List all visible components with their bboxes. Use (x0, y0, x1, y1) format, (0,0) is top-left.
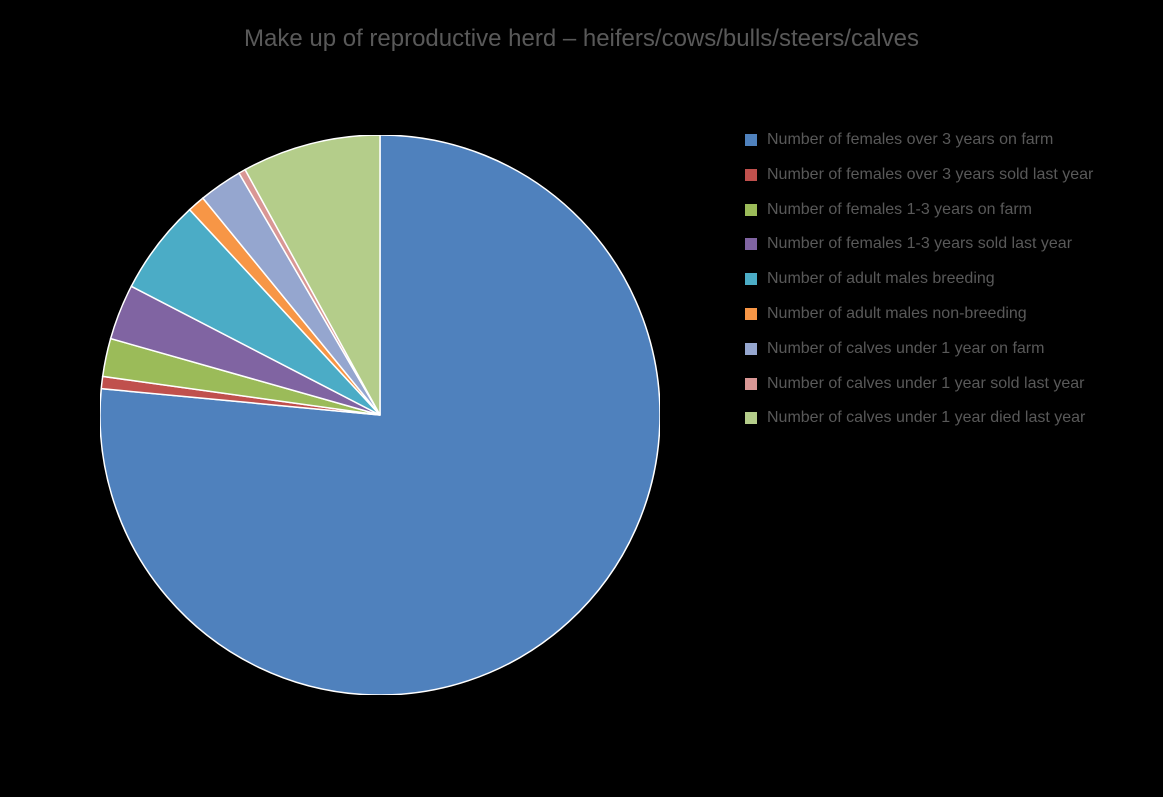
legend-swatch (745, 134, 757, 146)
legend-item: Number of females over 3 years on farm (745, 130, 1125, 151)
legend-item: Number of calves under 1 year sold last … (745, 374, 1125, 395)
legend-swatch (745, 204, 757, 216)
pie-chart (100, 135, 660, 695)
legend-item: Number of females 1-3 years sold last ye… (745, 234, 1125, 255)
legend-label: Number of females over 3 years on farm (767, 130, 1053, 151)
legend-swatch (745, 169, 757, 181)
legend-item: Number of adult males non-breeding (745, 304, 1125, 325)
legend-swatch (745, 378, 757, 390)
legend-swatch (745, 343, 757, 355)
legend-swatch (745, 273, 757, 285)
legend-item: Number of calves under 1 year died last … (745, 408, 1125, 429)
legend-label: Number of calves under 1 year sold last … (767, 374, 1084, 395)
legend-label: Number of adult males non-breeding (767, 304, 1027, 325)
legend-swatch (745, 412, 757, 424)
legend-swatch (745, 308, 757, 320)
chart-legend: Number of females over 3 years on farm Nu… (745, 130, 1125, 443)
pie-chart-container: Make up of reproductive herd – heifers/c… (0, 0, 1163, 797)
legend-label: Number of calves under 1 year on farm (767, 339, 1044, 360)
chart-title: Make up of reproductive herd – heifers/c… (0, 25, 1163, 53)
legend-label: Number of calves under 1 year died last … (767, 408, 1085, 429)
legend-item: Number of females over 3 years sold last… (745, 165, 1125, 186)
legend-item: Number of females 1-3 years on farm (745, 200, 1125, 221)
legend-label: Number of adult males breeding (767, 269, 995, 290)
legend-item: Number of adult males breeding (745, 269, 1125, 290)
legend-label: Number of females 1-3 years on farm (767, 200, 1032, 221)
legend-label: Number of females over 3 years sold last… (767, 165, 1093, 186)
legend-item: Number of calves under 1 year on farm (745, 339, 1125, 360)
legend-label: Number of females 1-3 years sold last ye… (767, 234, 1072, 255)
legend-swatch (745, 238, 757, 250)
